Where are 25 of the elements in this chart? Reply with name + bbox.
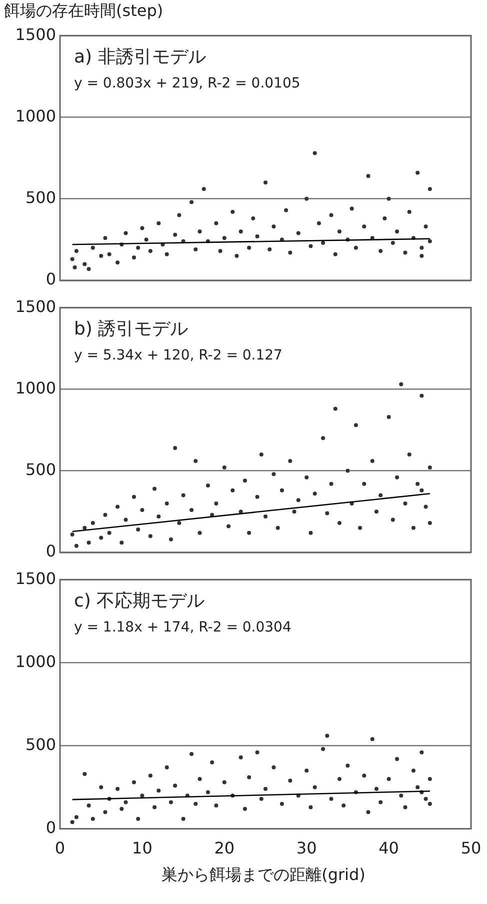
y-tick-label: 1500 xyxy=(15,296,56,316)
y-tick-label: 0 xyxy=(46,270,56,289)
text: c) 不応期モデル xyxy=(74,590,205,612)
y-tick-label: 500 xyxy=(25,734,56,754)
y-tick-label: 0 xyxy=(46,818,56,837)
text: y = 1.18x + 174, R-2 = 0.0304 xyxy=(74,620,292,636)
y-tick-label: 500 xyxy=(25,188,56,207)
y-tick-label: 0 xyxy=(46,542,56,561)
y-tick-label: 1000 xyxy=(15,652,56,671)
y-tick-label: 1500 xyxy=(15,24,56,44)
y-tick-label: 1000 xyxy=(15,378,56,398)
x-tick-label: 40 xyxy=(378,838,399,858)
text: y = 5.34x + 120, R-2 = 0.127 xyxy=(74,348,282,364)
y-tick-label: 1000 xyxy=(15,106,56,126)
x-tick-label: 50 xyxy=(460,838,482,858)
y-axis-title: 餌場の存在時間(step) xyxy=(3,0,164,22)
x-axis-title: 巣から餌場までの距離(grid) xyxy=(160,864,366,886)
text: a) 非誘引モデル xyxy=(74,46,206,68)
x-tick-label: 30 xyxy=(296,838,317,858)
text: y = 0.803x + 219, R-2 = 0.0105 xyxy=(74,76,300,92)
y-tick-label: 500 xyxy=(25,460,56,479)
text: b) 誘引モデル xyxy=(74,318,188,340)
x-tick-label: 20 xyxy=(214,838,235,858)
x-tick-label: 10 xyxy=(132,838,152,858)
y-tick-label: 1500 xyxy=(15,568,56,588)
